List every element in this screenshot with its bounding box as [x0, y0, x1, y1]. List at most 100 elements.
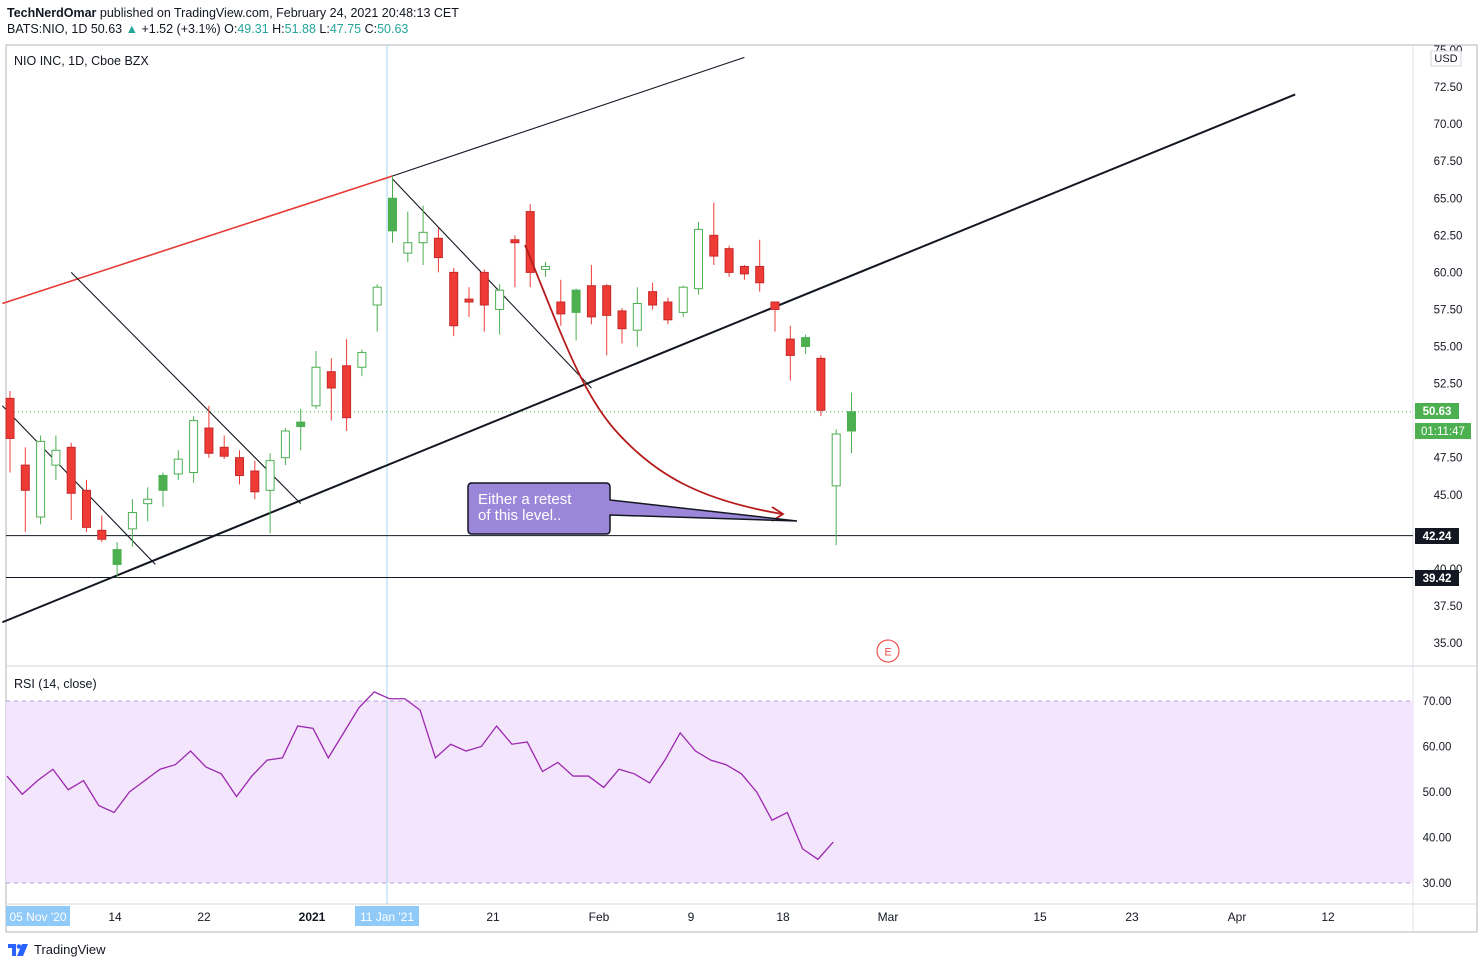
candle-up [418, 205, 428, 265]
candle-down [464, 287, 474, 317]
candle-body [265, 460, 275, 491]
candle-body [586, 285, 596, 318]
candle-down [663, 297, 673, 325]
level2-tag-text: 39.42 [1423, 573, 1452, 585]
candle-down [755, 239, 765, 292]
candle-down [449, 267, 459, 337]
rsi-tick-label: 50.00 [1423, 787, 1452, 799]
price-tick-label: 65.00 [1434, 193, 1463, 205]
candle-body [158, 474, 168, 491]
countdown-tag [1415, 423, 1471, 439]
candle-body [20, 464, 30, 491]
open-label: O: [224, 22, 238, 36]
price-tick-label: 37.50 [1434, 601, 1463, 613]
candle-down [326, 358, 336, 421]
candle-body [342, 365, 352, 419]
candle-up [143, 487, 153, 522]
candle-body [219, 446, 229, 457]
candle-body [112, 549, 122, 565]
time-tick-label: 22 [197, 910, 211, 924]
time-tick-label: 23 [1125, 910, 1139, 924]
footer-brand[interactable]: TradingView [34, 942, 106, 957]
candle-body [479, 271, 489, 306]
candle-body [709, 234, 719, 257]
annotation-callout[interactable]: Either a retest of this level.. [467, 482, 798, 535]
candle-up [831, 429, 841, 546]
candle-down [739, 264, 749, 280]
currency-box[interactable] [1430, 50, 1462, 67]
tradingview-logo-icon [8, 943, 28, 956]
time-tick-label: 18 [776, 910, 790, 924]
candle-body [280, 430, 290, 459]
trendline [70, 271, 302, 505]
price-tick-label: 35.00 [1434, 638, 1463, 650]
crosshair-time-badge [355, 906, 419, 926]
candle-down [724, 245, 734, 277]
candle-up [189, 416, 199, 483]
time-tick-label: 14 [108, 910, 122, 924]
crosshair-time-label: 11 Jan '21 [360, 910, 414, 924]
open-value: 49.31 [237, 22, 269, 36]
time-tick-label: Mar [878, 910, 899, 924]
candle-body [525, 211, 535, 273]
candle-down [556, 279, 566, 326]
candle-down [219, 435, 229, 460]
candle-up [311, 350, 321, 409]
rsi-line [6, 691, 834, 861]
rsi-tick-label: 30.00 [1423, 878, 1452, 890]
candle-down [66, 442, 76, 520]
candle-body [235, 457, 244, 476]
candle-body [602, 285, 612, 316]
candle-body [97, 529, 107, 540]
time-tick-label: 9 [688, 910, 695, 924]
candle-up [173, 450, 183, 480]
candle-down [250, 460, 260, 500]
candle-down [342, 339, 352, 432]
high-value: 51.88 [284, 22, 316, 36]
candle-body [36, 440, 46, 518]
candle-down [82, 479, 91, 532]
high-label: H: [272, 22, 285, 36]
candle-up [127, 499, 137, 547]
candle-body [296, 421, 306, 428]
chart-title[interactable]: NIO INC, 1D, Cboe BZX [14, 54, 149, 68]
currency-label: USD [1434, 53, 1457, 65]
time-tick-label: 2021 [299, 910, 326, 924]
last-price: 50.63 [90, 22, 123, 36]
time-axis[interactable]: 05 Nov '20142220211221Feb918Mar1523Apr12… [6, 906, 1335, 926]
candle-body [770, 301, 780, 310]
symbol-line: BATS:NIO, 1D [7, 22, 88, 36]
price-axis[interactable]: 75.0072.5070.0067.5065.0062.5060.0057.50… [1423, 45, 1463, 890]
candle-down [97, 515, 107, 543]
rsi-label[interactable]: RSI (14, close) [14, 677, 97, 691]
price-tick-label: 67.50 [1434, 156, 1463, 168]
time-tick-label: Feb [589, 910, 610, 924]
candle-down [617, 307, 627, 344]
candles [5, 176, 856, 578]
candle-body [831, 433, 841, 487]
chart-canvas[interactable]: Either a retest of this level.. 75.0072.… [0, 40, 1484, 935]
curved-arrow-drawing[interactable] [524, 244, 783, 515]
time-tick-label: 05 Nov '20 [10, 910, 67, 924]
candle-down [235, 450, 244, 485]
candle-body [816, 357, 826, 411]
candle-body [847, 411, 856, 432]
candle-body [617, 310, 627, 330]
trendlines[interactable] [1, 56, 1296, 624]
annotation-line2: of this level.. [478, 507, 561, 524]
time-tick-label: 12 [1321, 910, 1335, 924]
candle-down [586, 264, 596, 325]
author-name[interactable]: TechNerdOmar [7, 6, 97, 20]
candle-body [250, 470, 260, 493]
candle-body [510, 239, 520, 244]
close-label: C: [364, 22, 378, 36]
time-tick-label: 15 [1033, 910, 1047, 924]
earnings-marker-icon[interactable] [876, 639, 900, 663]
candle-down [709, 202, 719, 265]
candle-up [51, 435, 61, 480]
candle-up [357, 349, 367, 377]
trendline [1, 93, 1296, 624]
level1-tag-text: 42.24 [1423, 531, 1452, 543]
level2-tag [1415, 570, 1459, 586]
price-tick-label: 60.00 [1434, 267, 1463, 279]
